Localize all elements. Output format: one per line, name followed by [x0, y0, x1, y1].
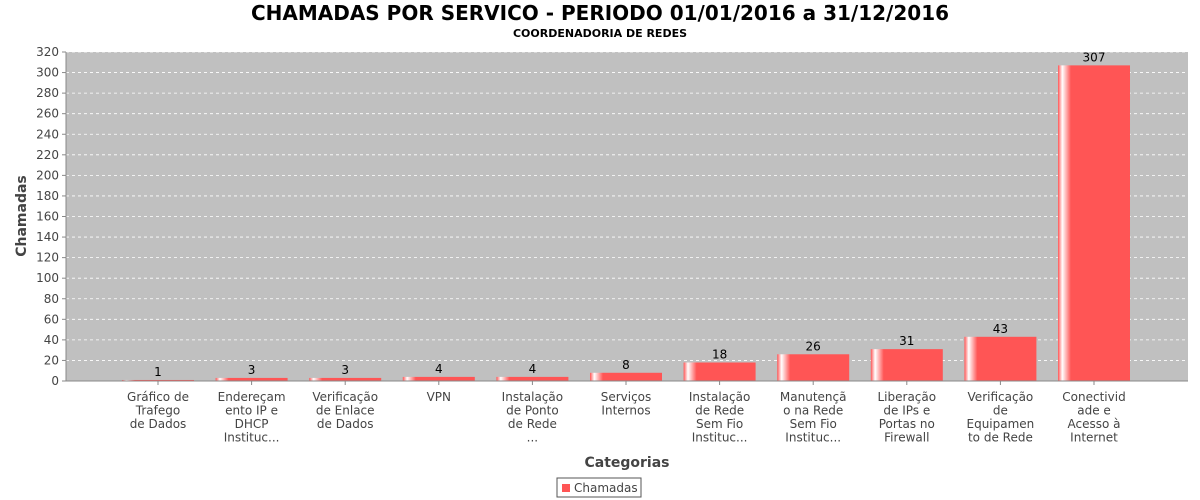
bar [870, 349, 943, 381]
legend-swatch-chamadas [562, 484, 570, 492]
x-tick-label: Manutençã o na Rede Sem Fio Instituc... [780, 390, 847, 445]
x-tick-label: Instalação de Ponto de Rede... [502, 390, 563, 445]
y-tick-label: 240 [36, 127, 59, 141]
data-label: 3 [341, 363, 349, 377]
y-tick-label: 0 [51, 374, 59, 388]
x-tick-label: Liberação de IPs e Portas no Firewall [877, 390, 936, 445]
x-tick-label: Endereçam ento IP e DHCP Instituc... [218, 390, 286, 445]
y-tick-label: 100 [36, 271, 59, 285]
gridlines [66, 51, 1188, 361]
data-label: 8 [622, 358, 630, 372]
y-axis-ticks: 0 20 40 60 80 100 120 140 160 180 200 220 240 260 280 3… [36, 45, 66, 388]
legend: Chamadas [556, 477, 642, 498]
y-tick-label: 320 [36, 45, 59, 59]
y-tick-label: 180 [36, 189, 59, 203]
data-label: 1 [154, 365, 162, 379]
value-labels: 1 3 3 4 4 8 18 26 31 43 307 [154, 50, 1105, 379]
y-tick-label: 160 [36, 210, 59, 224]
x-tick-label: Instalação de Rede Sem Fio Instituc... [689, 390, 750, 445]
x-tick-label: Verificação de Enlace de Dados [312, 390, 378, 431]
bar [402, 376, 475, 381]
x-tick-label: Conectivid ade e Acesso à Internet [1062, 390, 1125, 445]
y-tick-label: 140 [36, 230, 59, 244]
x-tick-label: Serviços Internos [601, 390, 652, 418]
y-tick-label: 80 [44, 292, 59, 306]
data-label: 4 [529, 362, 537, 376]
bar [1058, 65, 1130, 381]
y-tick-label: 120 [36, 251, 59, 265]
chart-title: CHAMADAS POR SERVICO - PERIODO 01/01/201… [251, 1, 949, 25]
chart-subtitle: COORDENADORIA DE REDES [513, 27, 687, 40]
data-label: 43 [993, 322, 1008, 336]
data-label: 26 [806, 339, 821, 353]
y-tick-label: 40 [44, 333, 59, 347]
y-axis-label: Chamadas [14, 175, 30, 257]
bars [122, 65, 1130, 381]
y-tick-label: 20 [44, 353, 59, 367]
data-label: 307 [1083, 50, 1106, 64]
bar [309, 377, 382, 381]
y-tick-label: 200 [36, 168, 59, 182]
bar [590, 372, 662, 381]
y-tick-label: 60 [44, 312, 59, 326]
legend-label-chamadas: Chamadas [574, 481, 638, 495]
bar [683, 362, 756, 381]
data-label: 4 [435, 362, 443, 376]
bar [964, 336, 1037, 381]
x-axis-label: Categorias [584, 455, 669, 471]
y-tick-label: 260 [36, 107, 59, 121]
legend-box [556, 477, 642, 498]
x-tick-label: VPN [427, 390, 451, 404]
y-tick-label: 280 [36, 86, 59, 100]
data-label: 31 [899, 334, 914, 348]
data-label: 3 [248, 363, 256, 377]
x-tick-label: Gráfico de Trafego de Dados [127, 390, 189, 431]
bar [215, 377, 288, 381]
y-tick-label: 220 [36, 148, 59, 162]
bar [496, 376, 569, 381]
bar [777, 354, 850, 381]
x-axis-categories: Gráfico de Trafego de Dados Endereçam ento I… [127, 381, 1126, 445]
data-label: 18 [712, 347, 727, 361]
y-tick-label: 300 [36, 66, 59, 80]
x-tick-label: Verificação de Equipamen to de Rede [967, 390, 1035, 445]
bar [122, 379, 194, 381]
